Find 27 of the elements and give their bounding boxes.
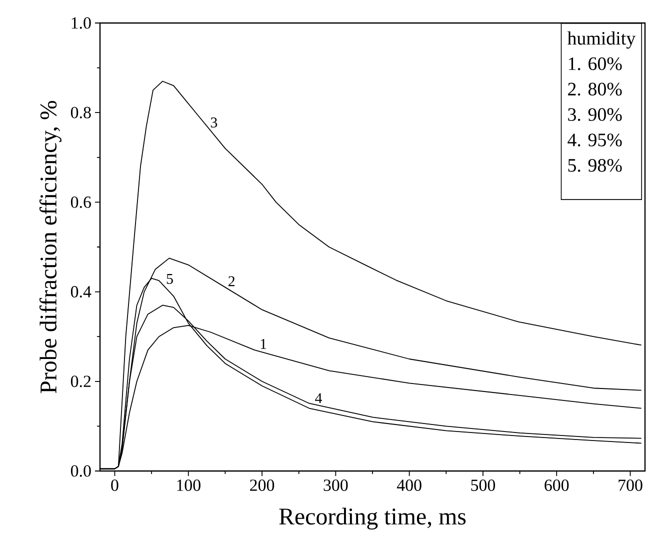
y-tick-label: 0.2 [70, 376, 91, 388]
x-tick-label: 700 [618, 480, 642, 491]
annotation: 2 [228, 276, 235, 286]
annotation: 4. 95% [568, 134, 622, 146]
x-tick-label: 600 [544, 480, 569, 491]
annotation: 3. 90% [568, 108, 622, 122]
x-tick-label: 300 [324, 480, 348, 491]
x-tick-label: 100 [177, 480, 200, 491]
annotation: 5. 98% [568, 158, 622, 172]
annotation: 2. 80% [568, 82, 622, 96]
annotation: 5 [166, 274, 173, 284]
annotation: 1 [260, 338, 266, 349]
annotation: 3 [210, 117, 218, 128]
x-tick-label: 200 [250, 480, 274, 491]
x-tick-label: 500 [471, 480, 496, 491]
y-tick-label: 0.0 [70, 465, 91, 477]
y-tick-label: 0.8 [70, 106, 91, 118]
annotation: humidity [567, 31, 636, 49]
x-tick-label: 0 [111, 480, 118, 491]
x-axis-title: Recording time, ms [279, 508, 466, 530]
y-tick-label: 0.6 [70, 196, 91, 208]
y-tick-label: 1.0 [72, 17, 91, 29]
annotation: 4 [315, 393, 322, 404]
x-tick-label: 400 [396, 480, 422, 491]
y-axis-title: Probe diffraction efficiency, % [39, 100, 62, 394]
y-tick-label: 0.4 [70, 286, 92, 298]
annotation: 1. 60% [568, 57, 622, 70]
